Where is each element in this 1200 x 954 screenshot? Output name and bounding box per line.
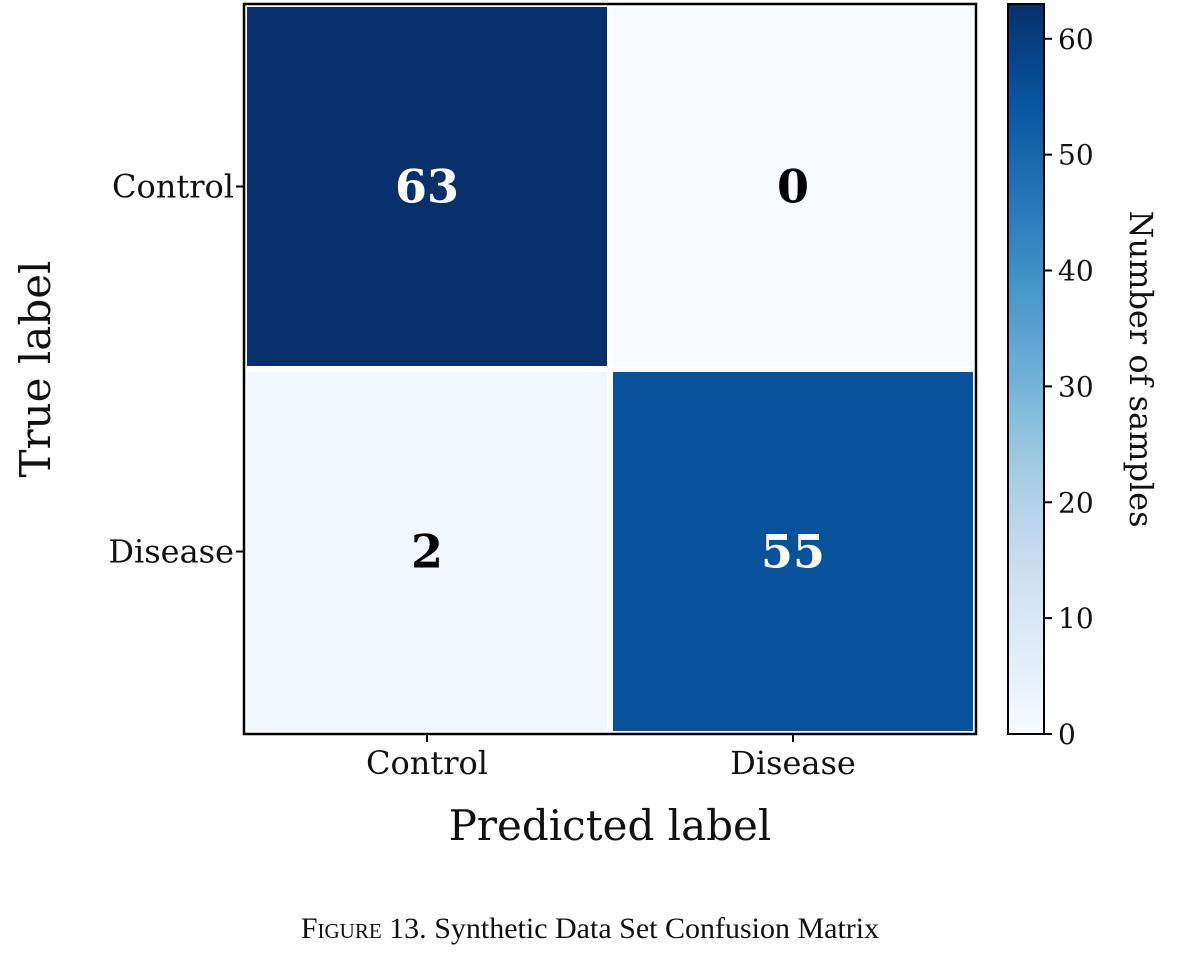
x-tick-label: Disease bbox=[730, 744, 856, 782]
matrix-cell-0-0 bbox=[245, 5, 609, 368]
cell-value-0-0: 63 bbox=[395, 160, 459, 214]
colorbar-ticks: 0 10 20 30 40 50 60 bbox=[1044, 23, 1094, 751]
colorbar bbox=[1007, 3, 1045, 735]
matrix-cell-1-0 bbox=[245, 370, 609, 733]
cell-value-1-1: 55 bbox=[761, 525, 825, 579]
figure-caption-text: Synthetic Data Set Confusion Matrix bbox=[434, 912, 880, 945]
figure-caption: Figure 13. Synthetic Data Set Confusion … bbox=[0, 912, 1180, 946]
confusion-matrix-chart: 63 0 2 55 Control Disease Control Disease Pred… bbox=[11, 2, 1160, 850]
colorbar-tick-label: 50 bbox=[1058, 139, 1094, 172]
axis-ticks: Control Disease Control Disease bbox=[108, 168, 856, 783]
colorbar-label: Number of samples bbox=[1122, 210, 1160, 527]
figure-caption-label: Figure 13. bbox=[300, 912, 427, 945]
y-tick-label: Disease bbox=[108, 533, 234, 571]
colorbar-tick-label: 20 bbox=[1058, 486, 1094, 519]
x-axis-label: Predicted label bbox=[449, 801, 772, 850]
colorbar-tick-label: 60 bbox=[1058, 23, 1094, 56]
y-axis-label: True label bbox=[11, 261, 60, 478]
plot-frame bbox=[242, 2, 978, 736]
cell-value-1-0: 2 bbox=[411, 525, 443, 579]
matrix-cell-0-1 bbox=[611, 5, 975, 368]
colorbar-tick-label: 30 bbox=[1058, 370, 1094, 403]
colorbar-tick-label: 0 bbox=[1058, 718, 1076, 751]
y-tick-label: Control bbox=[112, 168, 234, 206]
matrix-cell-1-1 bbox=[611, 370, 975, 733]
colorbar-tick-label: 10 bbox=[1058, 602, 1094, 635]
matrix-cells: 63 0 2 55 bbox=[245, 5, 975, 733]
colorbar-tick-label: 40 bbox=[1058, 255, 1094, 288]
x-tick-label: Control bbox=[366, 744, 488, 782]
cell-value-0-1: 0 bbox=[777, 160, 809, 214]
